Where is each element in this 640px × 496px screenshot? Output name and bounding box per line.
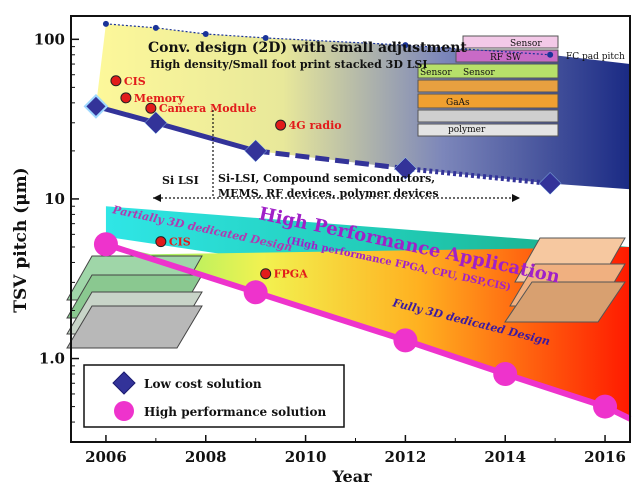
high-perf-marker [393, 328, 418, 353]
high-perf-marker [493, 362, 518, 387]
stacked-lsi-illustration: Sensor RF SW Sensor Sensor GaAs polymer [417, 35, 559, 137]
si-lsi-detail-1: Si-LSI, Compound semiconductors, [218, 172, 435, 185]
plot-frame [70, 15, 631, 443]
product-point [260, 268, 272, 280]
x-tick-label: 2014 [484, 448, 526, 466]
stack-label: Sensor [463, 68, 495, 78]
product-point [145, 102, 157, 114]
x-axis: 2006 2008 2010 2012 2014 2016 [85, 435, 626, 466]
low-cost-marker [83, 93, 109, 119]
x-axis-label: Year [331, 467, 372, 486]
product-point-label: CIS [169, 236, 191, 249]
product-point-label: Memory [134, 92, 185, 105]
upper-boundary-line [105, 23, 551, 56]
upper-boundary-point [402, 42, 409, 49]
low-cost-segment [255, 148, 406, 172]
upper-boundary-point [102, 20, 109, 27]
low-cost-segment [405, 166, 551, 186]
legend: Low cost solution High performance solut… [83, 364, 345, 428]
low-cost-marker [244, 139, 268, 163]
stack-label: GaAs [446, 98, 470, 108]
product-point [110, 75, 122, 87]
x-tick-label: 2006 [85, 448, 127, 466]
upper-boundary-point [262, 34, 269, 41]
stack-label: polymer [448, 125, 486, 135]
low-cost-marker [394, 157, 417, 180]
legend-marker-diamond [112, 371, 136, 395]
stack-label: Sensor [420, 68, 452, 78]
fc-pitch-annotation: FC pad pitch [566, 52, 625, 62]
upper-boundary-point [152, 24, 159, 31]
conv-title-annotation: Conv. design (2D) with small adjustment [148, 40, 467, 56]
low-cost-marker [538, 172, 562, 195]
x-tick-label: 2012 [385, 448, 427, 466]
high-perf-marker [593, 394, 618, 419]
stack-label: Sensor [510, 39, 542, 49]
legend-marker-circle [114, 401, 134, 421]
low-cost-segment [95, 103, 157, 126]
upper-boundary-point [202, 30, 209, 37]
legend-label: Low cost solution [144, 377, 262, 391]
si-lsi-detail-2: MEMS, RF devices, polymer devices [218, 187, 439, 200]
upper-boundary-point [547, 51, 554, 58]
legend-label: High performance solution [144, 405, 326, 419]
product-point-label: Camera Module [159, 102, 257, 115]
si-lsi-arrow [153, 110, 520, 202]
product-point [120, 92, 132, 104]
conv-subtitle-annotation: High density/Small foot print stacked 3D… [150, 58, 428, 71]
y-axis: 1.0 10 100 [34, 30, 79, 423]
x-tick-label: 2008 [185, 448, 227, 466]
fully-3d-region [105, 244, 630, 423]
high-perf-marker [243, 280, 268, 305]
x-tick-label: 2016 [584, 448, 626, 466]
axes: 2006 2008 2010 2012 2014 2016 1.0 10 100 Year T… [11, 15, 631, 486]
y-tick-label: 100 [34, 30, 65, 48]
y-tick-label: 10 [44, 190, 65, 208]
high-perf-marker [93, 232, 118, 257]
product-point-label: FPGA [274, 268, 308, 281]
stack-label: RF SW [490, 53, 522, 63]
right-chip-illustration [504, 237, 626, 323]
x-tick-label: 2010 [285, 448, 327, 466]
low-cost-marker [144, 111, 168, 135]
y-tick-label: 1.0 [39, 350, 65, 368]
si-lsi-annotation: Si LSI [162, 174, 199, 187]
product-point [275, 119, 287, 131]
series-layer [83, 20, 632, 422]
product-point-label: CIS [124, 75, 146, 88]
y-axis-label: TSV pitch (μm) [11, 167, 31, 312]
product-point [155, 236, 167, 248]
low-cost-segment [155, 120, 257, 154]
product-point-label: 4G radio [289, 119, 342, 132]
